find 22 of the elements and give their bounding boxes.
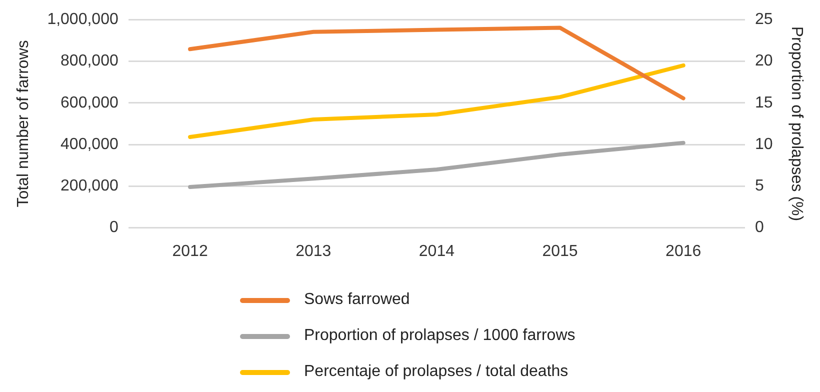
x-tick-label: 2016	[666, 242, 702, 260]
y-tick-label: 400,000	[60, 136, 118, 153]
y2-tick-label: 10	[755, 136, 773, 153]
x-tick-label: 2012	[172, 242, 208, 260]
y2-tick-label: 25	[755, 11, 773, 28]
x-tick-label: 2013	[296, 242, 332, 260]
x-tick-label: 2014	[418, 242, 455, 260]
legend-label: Proportion of prolapses / 1000 farrows	[304, 327, 576, 345]
y2-tick-label: 15	[755, 94, 773, 112]
y2-tick-label: 0	[755, 219, 764, 236]
y-tick-label: 0	[109, 219, 118, 236]
y2-axis-title: Proportion of prolapses (%)	[788, 26, 805, 222]
y-tick-label: 200,000	[60, 178, 118, 195]
y-axis-title: Total number of farrows	[15, 40, 32, 208]
x-tick-label: 2015	[542, 242, 578, 260]
y-tick-label: 800,000	[60, 52, 118, 70]
legend-label: Sows farrowed	[304, 291, 410, 309]
y2-tick-label: 5	[755, 178, 764, 195]
y-tick-label: 1,000,000	[47, 11, 118, 28]
y-tick-label: 600,000	[60, 94, 118, 112]
legend-label: Percentaje of prolapses / total deaths	[304, 363, 568, 381]
y2-tick-label: 20	[755, 52, 773, 70]
